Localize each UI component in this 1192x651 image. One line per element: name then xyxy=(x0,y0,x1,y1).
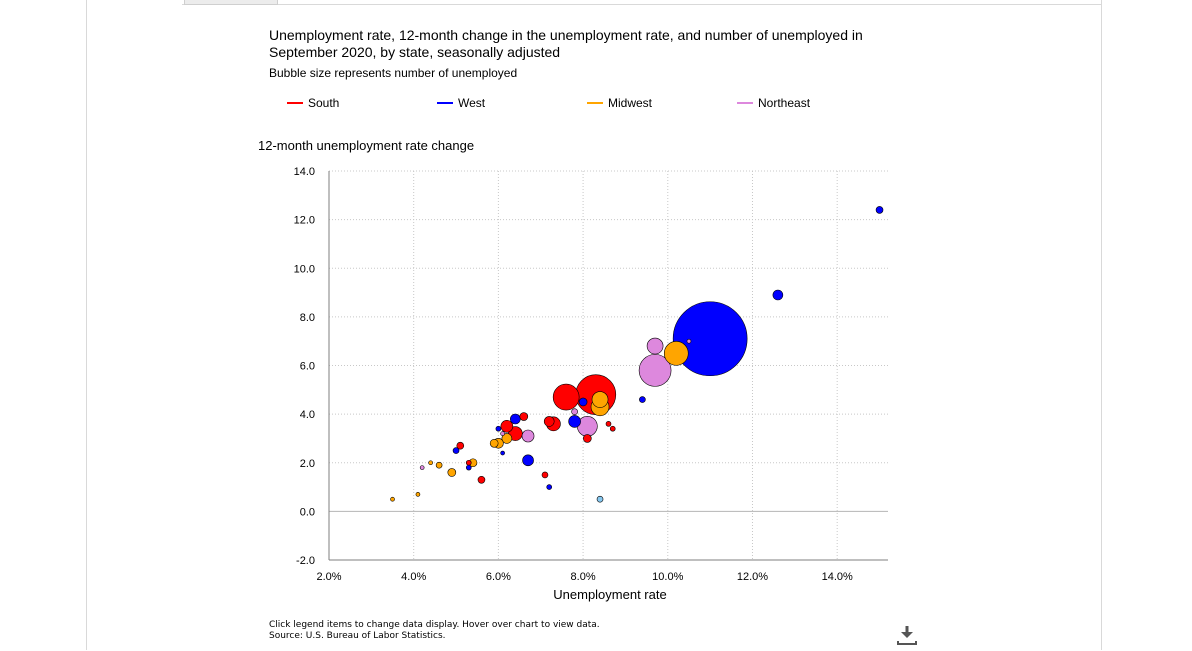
chart-source: Source: U.S. Bureau of Labor Statistics. xyxy=(269,631,446,641)
page-frame-top xyxy=(182,4,1102,5)
bubble-northeast[interactable] xyxy=(638,354,672,387)
chart-title: Unemployment rate, 12-month change in th… xyxy=(269,27,863,60)
bubble-west[interactable] xyxy=(510,413,521,425)
bubble-south[interactable] xyxy=(500,419,514,433)
bubble-midwest[interactable] xyxy=(447,468,457,477)
x-tick-label: 8.0% xyxy=(571,571,596,583)
legend-label-south: South xyxy=(308,96,340,110)
bubble-midwest[interactable] xyxy=(390,496,395,502)
legend-label-west: West xyxy=(458,96,486,110)
bubble-midwest[interactable] xyxy=(435,461,443,469)
y-tick-label: 0.0 xyxy=(300,506,315,518)
bubble-south[interactable] xyxy=(609,425,616,432)
bubble-west[interactable] xyxy=(578,397,588,407)
bubble-south[interactable] xyxy=(465,459,472,466)
y-tick-label: 10.0 xyxy=(294,263,315,275)
x-tick-label: 4.0% xyxy=(401,571,426,583)
y-axis-label: 12-month unemployment rate change xyxy=(258,138,475,153)
y-tick-label: 6.0 xyxy=(300,361,315,373)
x-tick-label: 2.0% xyxy=(316,571,341,583)
chart-subtitle: Bubble size represents number of unemplo… xyxy=(269,66,518,80)
bubble-west[interactable] xyxy=(875,206,884,214)
bubble-northeast[interactable] xyxy=(646,337,664,355)
bubble-south[interactable] xyxy=(583,434,592,443)
legend-swatch-northeast xyxy=(737,102,753,104)
bubble-west[interactable] xyxy=(495,425,502,432)
legend-label-northeast: Northeast xyxy=(758,96,811,110)
x-tick-label: 6.0% xyxy=(486,571,511,583)
tab-stub[interactable] xyxy=(184,0,278,5)
bubble-west[interactable] xyxy=(522,454,534,467)
y-tick-label: 4.0 xyxy=(300,409,315,421)
legend-swatch-midwest xyxy=(587,102,603,104)
legend-item-west[interactable]: West xyxy=(437,96,485,110)
y-tick-label: -2.0 xyxy=(296,555,315,567)
y-tick-label: 8.0 xyxy=(300,312,315,324)
bubble-midwest[interactable] xyxy=(501,433,513,444)
page-frame-left xyxy=(86,0,87,650)
legend-item-south[interactable]: South xyxy=(287,96,339,110)
bubble-northeast[interactable] xyxy=(500,431,505,436)
bubble-south[interactable] xyxy=(477,475,486,484)
bubble-west[interactable] xyxy=(465,464,472,471)
download-icon[interactable] xyxy=(896,624,918,646)
bubble-west[interactable] xyxy=(546,484,553,490)
bubble-west[interactable] xyxy=(772,289,784,301)
legend-swatch-south xyxy=(287,102,303,104)
legend-item-northeast[interactable]: Northeast xyxy=(737,96,810,110)
bubble-south[interactable] xyxy=(541,471,549,479)
bubble-midwest[interactable] xyxy=(591,391,609,408)
bubble-south[interactable] xyxy=(543,416,555,427)
y-tick-label: 14.0 xyxy=(294,166,315,178)
bubble-northeast[interactable] xyxy=(419,465,425,470)
bubble-midwest[interactable] xyxy=(415,492,421,497)
legend-swatch-west xyxy=(437,102,453,104)
bubble-south[interactable] xyxy=(456,441,465,450)
bubble-northeast[interactable] xyxy=(686,338,692,344)
bubble-other[interactable] xyxy=(596,495,604,503)
y-tick-label: 12.0 xyxy=(294,215,315,227)
bubble-west[interactable] xyxy=(568,415,581,428)
x-tick-label: 12.0% xyxy=(737,571,768,583)
bubble-west[interactable] xyxy=(672,301,748,377)
chart-note: Click legend items to change data displa… xyxy=(269,620,600,630)
bubble-south[interactable] xyxy=(519,412,529,421)
y-tick-label: 2.0 xyxy=(300,458,315,470)
bubble-midwest[interactable] xyxy=(489,438,499,448)
legend-label-midwest: Midwest xyxy=(608,96,653,110)
bubble-midwest[interactable] xyxy=(428,460,433,466)
chart-footnote: Click legend items to change data displa… xyxy=(269,620,600,642)
x-axis-label: Unemployment rate xyxy=(553,587,667,602)
bubble-northeast[interactable] xyxy=(571,408,578,415)
bubble-west[interactable] xyxy=(639,396,646,403)
bubble-northeast[interactable] xyxy=(521,429,535,443)
bubble-west[interactable] xyxy=(452,447,460,454)
bubble-south[interactable] xyxy=(552,383,580,411)
x-tick-label: 14.0% xyxy=(822,571,853,583)
bubble-west[interactable] xyxy=(500,450,505,456)
bubble-south[interactable] xyxy=(605,421,612,427)
legend-item-midwest[interactable]: Midwest xyxy=(587,96,652,110)
bubble-midwest[interactable] xyxy=(663,341,689,366)
page-frame-right xyxy=(1101,0,1102,650)
x-tick-label: 10.0% xyxy=(652,571,683,583)
